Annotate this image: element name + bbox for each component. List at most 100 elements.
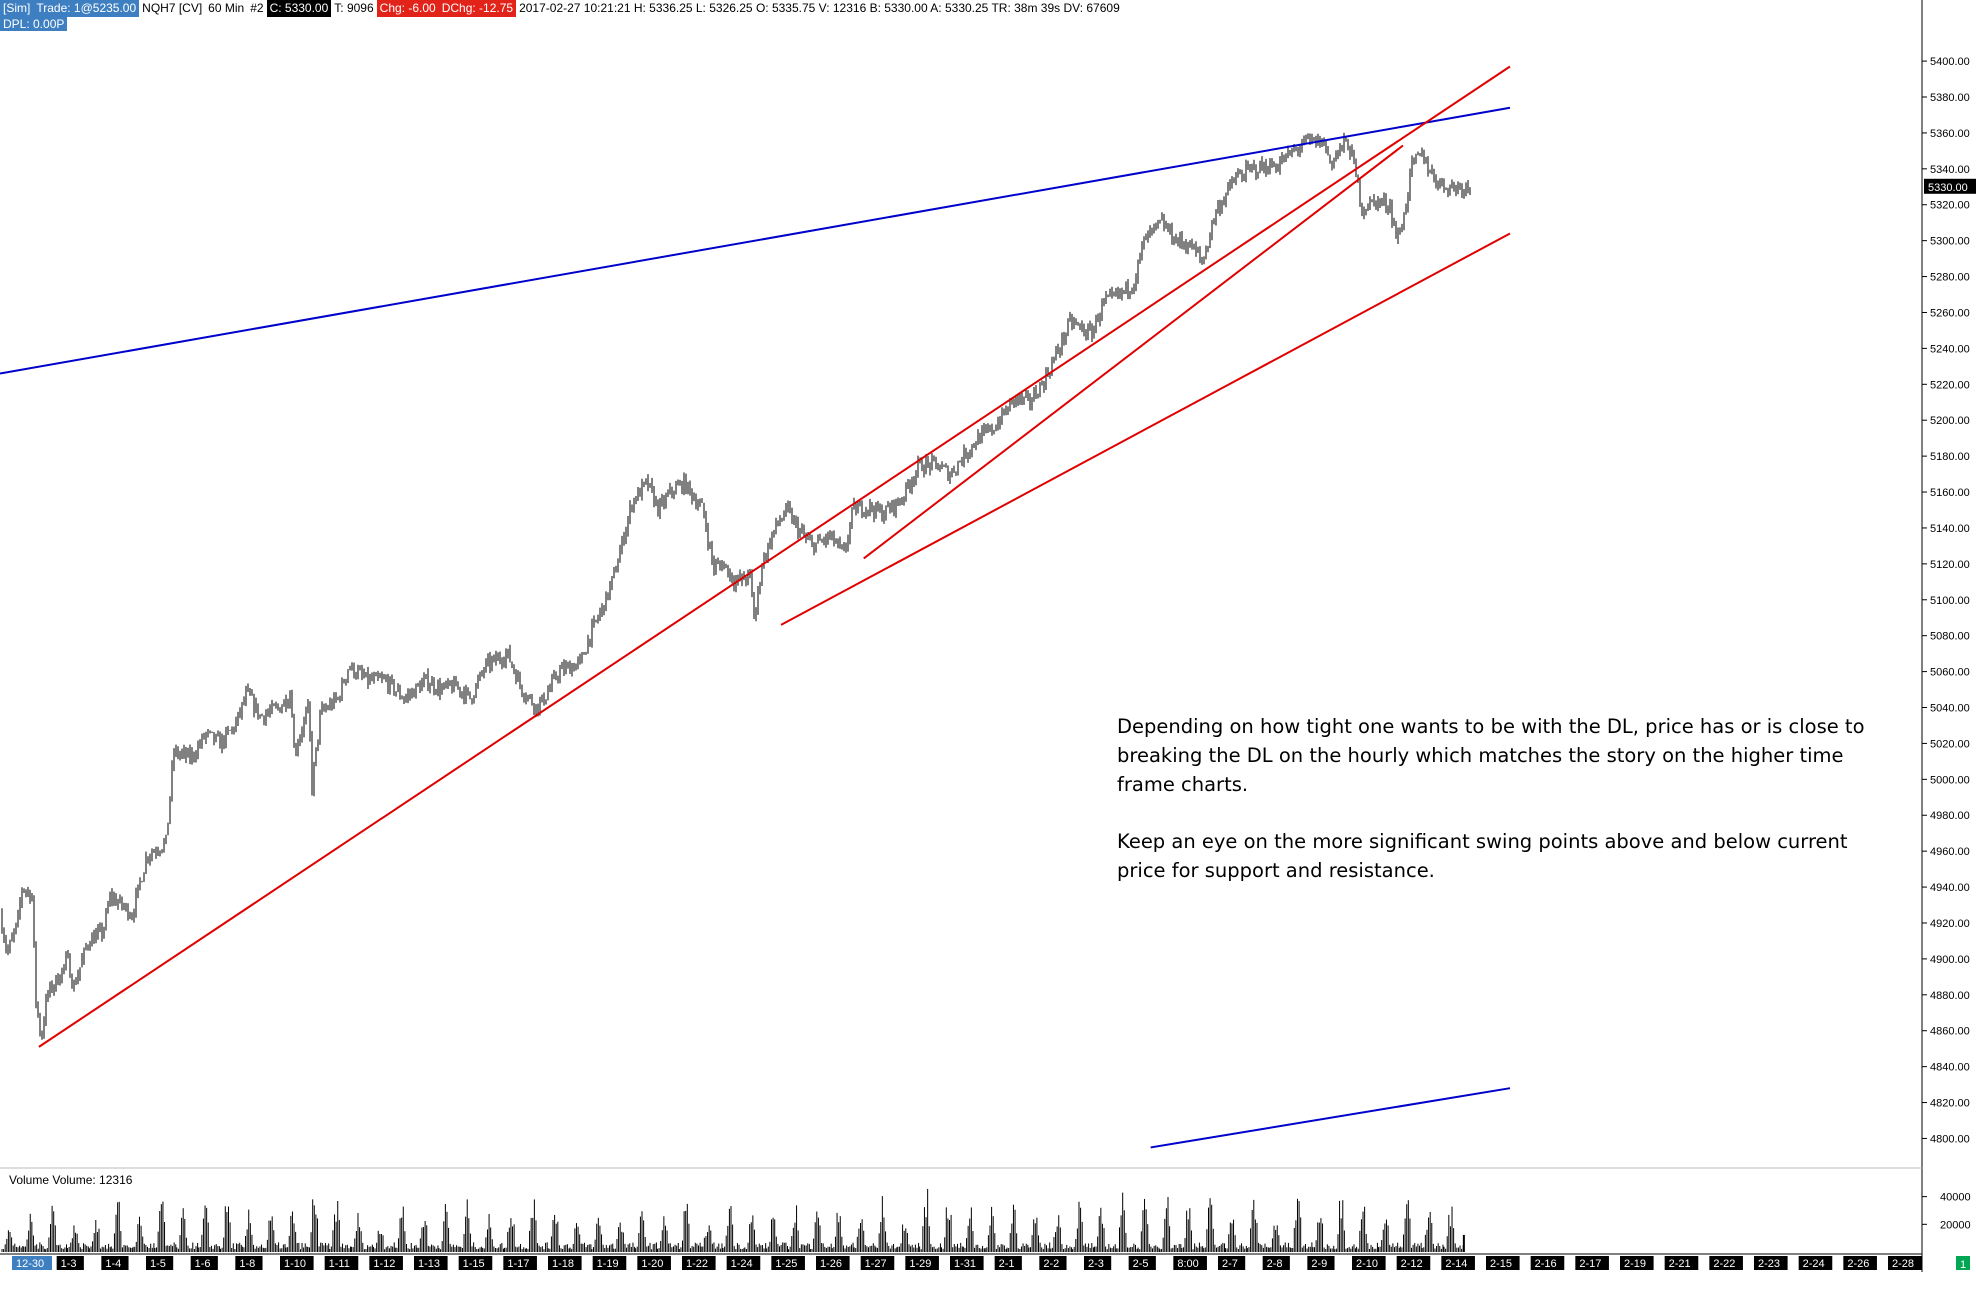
volume-axis-tick-label: 40000 xyxy=(1940,1192,1971,1204)
time-axis-label-box xyxy=(12,1256,52,1270)
interval-label[interactable]: 60 Min xyxy=(208,1,245,15)
time-axis-label: 12-30 xyxy=(16,1258,44,1270)
time-axis-label: 1-10 xyxy=(284,1258,306,1270)
time-axis-label-box xyxy=(1664,1256,1699,1270)
price-axis-tick-label: 4920.00 xyxy=(1930,918,1970,930)
price-axis[interactable]: 5400.00 5380.00 5360.00 5340.00 5320.00 5300.… xyxy=(1922,56,1976,1145)
status-bar: [Sim] Trade: 1@5235.00 NQH7 [CV] 60 Min … xyxy=(0,0,1123,17)
price-axis-tick-label: 5140.00 xyxy=(1930,523,1970,535)
time-axis-label-box xyxy=(1575,1256,1609,1270)
time-axis-label: 2-2 xyxy=(1043,1258,1059,1270)
price-axis-tick-label: 5380.00 xyxy=(1930,92,1970,104)
time-axis-label: 1-25 xyxy=(775,1258,797,1270)
time-axis-label-box xyxy=(637,1256,671,1270)
time-axis-label-box xyxy=(101,1256,129,1270)
time-axis-label-box xyxy=(1352,1256,1386,1270)
time-axis-label: 1-13 xyxy=(418,1258,440,1270)
channel-line[interactable] xyxy=(1150,1087,1511,1149)
time-axis-label-box xyxy=(146,1256,174,1270)
time-axis-label-box xyxy=(369,1256,403,1270)
channel-line[interactable] xyxy=(0,106,1511,375)
price-axis-tick-label: 5020.00 xyxy=(1930,738,1970,750)
price-axis-tick-label: 4980.00 xyxy=(1930,810,1970,822)
time-axis-label-box xyxy=(1307,1256,1335,1270)
price-axis-tick-label: 5360.00 xyxy=(1930,128,1970,140)
time-axis-label-box xyxy=(56,1256,84,1270)
time-axis-label-box xyxy=(503,1256,537,1270)
time-axis-label-box xyxy=(414,1256,448,1270)
account-label: [Sim] xyxy=(0,0,34,17)
price-axis-tick-label: 4860.00 xyxy=(1930,1026,1970,1038)
time-axis-label-box xyxy=(1039,1256,1067,1270)
time-axis-label-box xyxy=(280,1256,314,1270)
time-axis-label: 2-8 xyxy=(1267,1258,1283,1270)
chart-number-label: #2 xyxy=(250,1,264,15)
price-axis-tick-label: 5040.00 xyxy=(1930,703,1970,715)
price-axis-tick-label: 4940.00 xyxy=(1930,882,1970,894)
trend-line[interactable] xyxy=(863,144,1404,560)
price-axis-tick-label: 5180.00 xyxy=(1930,451,1970,463)
annotation-paragraph-2: Keep an eye on the more significant swin… xyxy=(1117,830,1848,882)
time-axis-label: 2-9 xyxy=(1311,1258,1327,1270)
time-axis-label: 1-8 xyxy=(239,1258,255,1270)
time-axis-label-box xyxy=(1262,1256,1290,1270)
price-axis-tick-label: 4800.00 xyxy=(1930,1133,1970,1145)
time-axis-label-box xyxy=(1530,1256,1565,1270)
price-axis-tick-label: 4900.00 xyxy=(1930,954,1970,966)
volume-panel-title: Volume Volume: 12316 xyxy=(9,1173,133,1187)
drawn-lines[interactable] xyxy=(0,65,1511,1149)
price-axis-tick-label: 5400.00 xyxy=(1930,56,1970,68)
price-axis-tick-label: 5120.00 xyxy=(1930,559,1970,571)
price-axis-tick-label: 5320.00 xyxy=(1930,200,1970,212)
time-axis-label: 2-22 xyxy=(1713,1258,1735,1270)
volume-axis[interactable]: 40000 20000 1 xyxy=(1922,1192,1971,1271)
time-axis[interactable]: 12-30 1-3 1-4 1-5 1-6 1-8 1-10 1-11 1-12 1-13 1-15… xyxy=(0,1253,1922,1272)
dpl-label: DPL: 0.00P xyxy=(0,17,68,31)
price-axis-tick-label: 5260.00 xyxy=(1930,307,1970,319)
time-axis-label-box xyxy=(1173,1256,1207,1270)
time-axis-label-box xyxy=(1128,1256,1156,1270)
trade-label[interactable]: Trade: 1@5235.00 xyxy=(33,0,140,17)
time-axis-label-box xyxy=(905,1256,939,1270)
time-axis-label: 1-29 xyxy=(909,1258,931,1270)
time-axis-label: 8:00 xyxy=(1177,1258,1198,1270)
time-axis-label-box xyxy=(816,1256,850,1270)
time-axis-label: 2-7 xyxy=(1222,1258,1238,1270)
time-axis-label: 1-27 xyxy=(865,1258,887,1270)
time-axis-label: 1-31 xyxy=(954,1258,976,1270)
time-axis-label: 1-5 xyxy=(150,1258,166,1270)
trend-line[interactable] xyxy=(780,232,1511,626)
annotation-paragraph-1: Depending on how tight one wants to be w… xyxy=(1117,715,1865,796)
time-axis-label: 1-26 xyxy=(820,1258,842,1270)
time-axis-label-box xyxy=(235,1256,263,1270)
bar-info-label: 2017-02-27 10:21:21 H: 5336.25 L: 5326.2… xyxy=(519,1,1120,15)
time-axis-label-box xyxy=(1486,1256,1520,1270)
time-axis-label-box xyxy=(1888,1256,1922,1270)
ticks-label: T: 9096 xyxy=(334,1,374,15)
time-axis-label-box xyxy=(1396,1256,1431,1270)
symbol-label[interactable]: NQH7 [CV] xyxy=(142,1,203,15)
time-axis-label: 1-18 xyxy=(552,1258,574,1270)
time-axis-label: 2-16 xyxy=(1535,1258,1557,1270)
status-badge-label: 1 xyxy=(1960,1259,1966,1271)
time-axis-label: 2-14 xyxy=(1445,1258,1467,1270)
time-axis-label: 1-6 xyxy=(195,1258,211,1270)
last-price-label: 5330.00 xyxy=(1928,182,1968,194)
time-axis-label: 2-24 xyxy=(1803,1258,1825,1270)
time-axis-label: 2-15 xyxy=(1490,1258,1512,1270)
time-axis-label: 2-1 xyxy=(999,1258,1015,1270)
price-axis-tick-label: 5340.00 xyxy=(1930,164,1970,176)
price-axis-tick-label: 5060.00 xyxy=(1930,667,1970,679)
time-axis-label-box xyxy=(682,1256,716,1270)
trend-line[interactable] xyxy=(38,65,1511,1048)
time-axis-label: 2-28 xyxy=(1892,1258,1914,1270)
time-axis-label: 2-23 xyxy=(1758,1258,1780,1270)
price-axis-tick-label: 5000.00 xyxy=(1930,774,1970,786)
time-axis-label-box xyxy=(324,1256,359,1270)
time-axis-label: 2-19 xyxy=(1624,1258,1646,1270)
time-axis-label-box xyxy=(1843,1256,1877,1270)
daily-change-label: DChg: -12.75 xyxy=(438,0,517,17)
